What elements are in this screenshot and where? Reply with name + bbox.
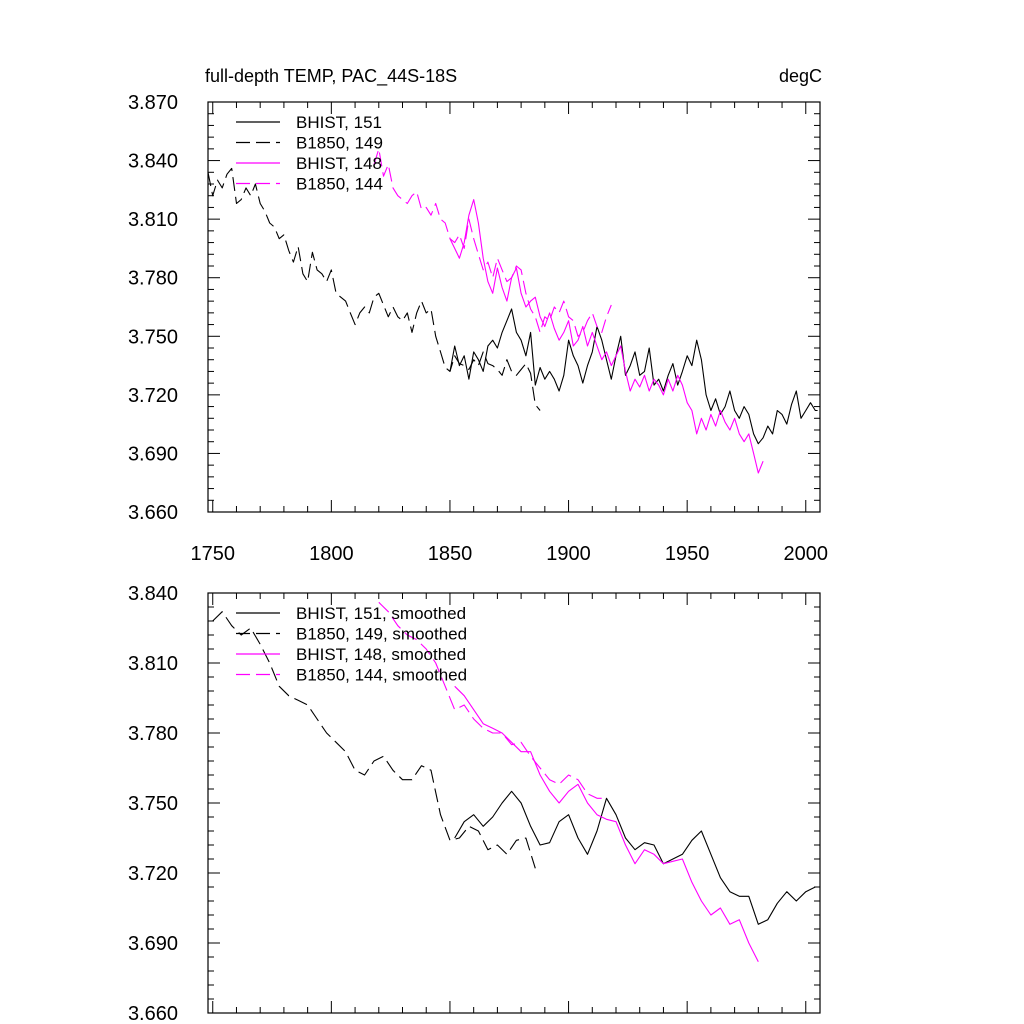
x-tick-label: 1850	[428, 543, 473, 565]
y-tick-label: 3.840	[128, 151, 178, 173]
legend-label: BHIST, 148, smoothed	[296, 645, 466, 664]
series-line-0	[454, 790, 816, 925]
series-line-2	[454, 685, 759, 962]
y-tick-label: 3.660	[128, 502, 178, 524]
x-tick-label: 1900	[546, 543, 591, 565]
y-tick-label: 3.810	[128, 653, 178, 675]
legend-label: BHIST, 151	[296, 113, 382, 132]
chart-title: full-depth TEMP, PAC_44S-18S	[205, 66, 457, 87]
y-tick-label: 3.870	[128, 92, 178, 114]
y-tick-label: 3.660	[128, 1003, 178, 1024]
legend-label: BHIST, 151, smoothed	[296, 604, 466, 623]
y-tick-label: 3.840	[128, 583, 178, 605]
series-line-3	[373, 148, 612, 337]
legend-label: B1850, 144, smoothed	[296, 666, 467, 685]
x-tick-label: 1800	[309, 543, 354, 565]
series-line-3	[378, 601, 607, 799]
x-tick-label: 1950	[665, 543, 710, 565]
y-tick-label: 3.750	[128, 326, 178, 348]
bottom-axis-ticks: 3.660 3.690 3.720 3.750 3.780 3.810 3.840	[128, 583, 820, 1024]
y-tick-label: 3.750	[128, 793, 178, 815]
legend-label: B1850, 144	[296, 175, 383, 194]
y-tick-label: 3.720	[128, 863, 178, 885]
legend-label: BHIST, 148	[296, 154, 382, 173]
x-tick-label: 2000	[784, 543, 829, 565]
legend-label: B1850, 149	[296, 134, 383, 153]
y-tick-label: 3.780	[128, 268, 178, 290]
series-line-0	[449, 308, 818, 445]
y-tick-label: 3.720	[128, 385, 178, 407]
units-label: degC	[779, 66, 822, 86]
legend-label: B1850, 149, smoothed	[296, 625, 467, 644]
x-tick-label: 1750	[190, 543, 235, 565]
bottom-panel: 3.660 3.690 3.720 3.750 3.780 3.810 3.840 BHIS…	[128, 583, 821, 1024]
top-series-group	[207, 148, 818, 474]
y-tick-label: 3.690	[128, 443, 178, 465]
series-line-1	[207, 167, 541, 411]
y-tick-label: 3.780	[128, 723, 178, 745]
y-tick-label: 3.690	[128, 933, 178, 955]
top-axis-ticks: 3.660 3.690 3.720 3.750 3.780 3.810 3.840 3.870…	[128, 92, 828, 565]
top-panel: full-depth TEMP, PAC_44S-18S degC 3.6603…	[128, 66, 828, 565]
bottom-series-group	[212, 601, 816, 962]
series-line-1	[212, 611, 536, 869]
series-line-2	[449, 199, 764, 474]
bottom-plot-frame	[207, 592, 821, 1014]
bottom-legend: BHIST, 151, smoothed B1850, 149, smoothed…	[236, 604, 467, 685]
top-plot-frame	[207, 101, 821, 513]
y-tick-label: 3.810	[128, 209, 178, 231]
